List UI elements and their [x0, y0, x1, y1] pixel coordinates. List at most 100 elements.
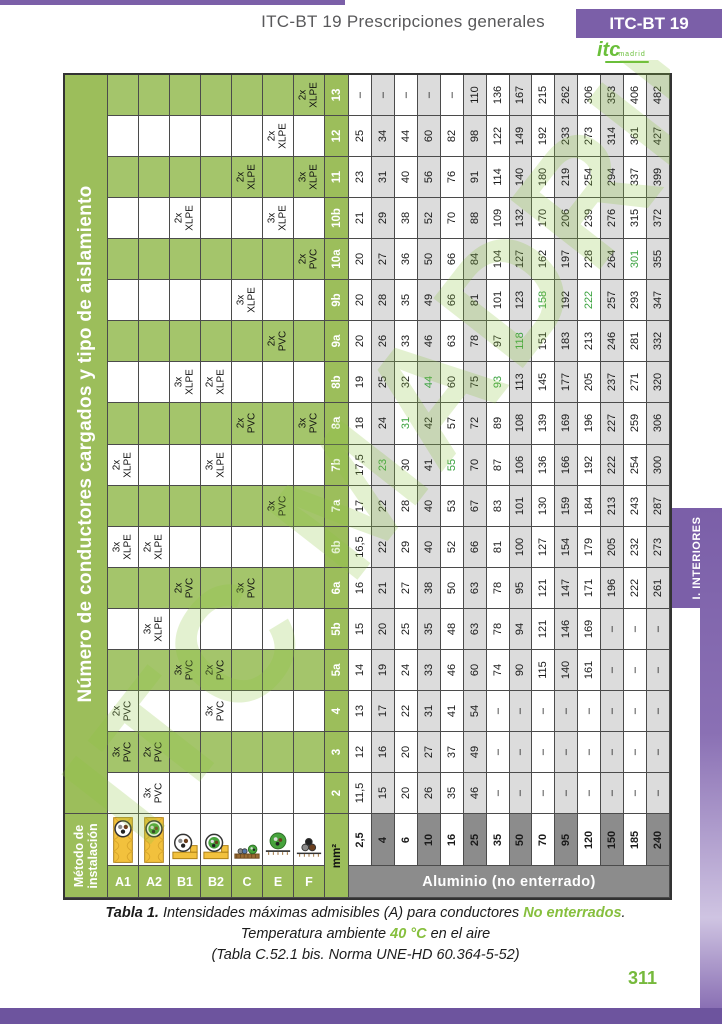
table-title-strip: Número de conductores cargados y tipo de… [65, 75, 108, 814]
insulation-cell: 3x XLPE [294, 157, 325, 199]
insulation-cell [201, 321, 232, 363]
data-cell: 50 [417, 239, 441, 281]
conduit-on-wall-icon [172, 833, 198, 859]
data-cell: 49 [463, 731, 487, 773]
insulation-label: 2x XLPE [235, 164, 258, 190]
data-value: 38 [422, 581, 435, 594]
insulation-label: 3x PVC [297, 413, 320, 434]
data-value: 104 [491, 250, 504, 269]
insulation-cell [170, 280, 201, 322]
data-value: 35 [422, 622, 435, 635]
logo-mark: itc [597, 39, 621, 61]
multicore-on-tray-icon [263, 814, 294, 866]
insulation-cell [170, 608, 201, 650]
data-value: 84 [468, 253, 481, 266]
data-value: 179 [583, 537, 596, 556]
data-value: 27 [399, 581, 412, 594]
insulation-label: 3x PVC [173, 659, 196, 681]
data-value: 197 [560, 250, 573, 269]
data-cell: 254 [624, 444, 648, 486]
data-cell: 300 [647, 444, 670, 486]
insulation-cell [139, 485, 170, 527]
data-cell: 192 [555, 280, 579, 322]
data-cell: – [601, 731, 625, 773]
insulation-cell: 2x PVC [108, 690, 139, 732]
data-value: 406 [629, 85, 642, 105]
insulation-cell [170, 116, 201, 158]
data-cell: 44 [394, 116, 418, 158]
insulation-label: 2x XLPE [173, 205, 196, 231]
method-label-B1: B1 [170, 866, 201, 898]
data-value: 60 [445, 376, 458, 389]
data-cell: – [417, 75, 441, 117]
data-value: 70 [445, 212, 458, 225]
data-cell: 31 [371, 157, 395, 199]
data-value: 18 [353, 417, 366, 430]
data-value: 139 [537, 414, 550, 433]
column-number-cell: 7a [325, 485, 349, 527]
data-value: 320 [652, 373, 665, 392]
insulation-label: 3x XLPE [142, 615, 165, 642]
data-value: 15 [376, 786, 389, 800]
insulation-cell [139, 321, 170, 363]
data-cell: 15 [349, 608, 372, 650]
data-cell: – [601, 608, 625, 650]
data-cell: 35 [394, 280, 418, 322]
column-number-cell: 4 [325, 690, 349, 732]
data-value: 347 [652, 291, 665, 310]
data-value: 20 [353, 335, 366, 348]
data-cell: 63 [463, 567, 487, 609]
data-cell: 243 [624, 485, 648, 527]
insulation-cell [139, 567, 170, 609]
data-value: 273 [652, 537, 665, 556]
data-value: 161 [583, 660, 596, 679]
data-value: 22 [399, 704, 412, 717]
data-value: 20 [399, 786, 412, 800]
data-value: – [629, 748, 642, 755]
data-cell: 121 [532, 608, 556, 650]
insulation-cell: 2x XLPE [263, 116, 294, 158]
data-value: – [629, 625, 642, 632]
data-cell: – [647, 690, 670, 732]
data-value: 219 [560, 167, 573, 187]
size-header-cell: 50 [509, 814, 533, 866]
data-value: 355 [652, 250, 665, 269]
insulation-cell [232, 690, 263, 732]
data-value: 12 [353, 745, 366, 759]
insulation-label: 2x XLPE [266, 123, 289, 149]
data-cell: 17 [371, 690, 395, 732]
data-value: 237 [606, 373, 619, 392]
data-value: 66 [445, 294, 458, 307]
data-value: – [537, 707, 550, 714]
data-value: 33 [399, 335, 412, 348]
data-value: – [537, 748, 550, 755]
insulation-cell: 3x PVC [139, 772, 170, 814]
data-value: 427 [652, 126, 665, 146]
data-value: 213 [583, 332, 596, 351]
data-cell: 213 [601, 485, 625, 527]
data-cell: 293 [624, 280, 648, 322]
data-cell: 332 [647, 321, 670, 363]
insulation-label: 3x PVC [142, 782, 165, 804]
data-cell: 26 [371, 321, 395, 363]
data-value: 35 [445, 786, 458, 800]
insulation-cell [294, 198, 325, 240]
data-value: 49 [468, 745, 481, 759]
data-cell: 13 [349, 690, 372, 732]
data-value: – [491, 707, 504, 714]
data-cell: 63 [440, 321, 464, 363]
data-cell: 23 [371, 444, 395, 486]
data-value: 57 [445, 417, 458, 430]
data-cell: 22 [394, 690, 418, 732]
data-cell: 91 [463, 157, 487, 199]
insulation-cell [294, 362, 325, 404]
data-value: 306 [652, 414, 665, 433]
data-cell: 145 [532, 362, 556, 404]
insulation-cell [294, 280, 325, 322]
data-value: 192 [560, 291, 573, 310]
data-value: – [491, 748, 504, 755]
data-value: 28 [376, 294, 389, 307]
data-cell: 118 [509, 321, 533, 363]
data-cell: 60 [417, 116, 441, 158]
data-value: 24 [399, 663, 412, 676]
